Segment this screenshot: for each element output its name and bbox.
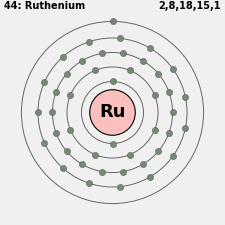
Text: 2,8,18,15,1: 2,8,18,15,1 (158, 1, 220, 11)
Text: 44: Ruthenium: 44: Ruthenium (4, 1, 86, 11)
Text: Ru: Ru (99, 104, 126, 122)
Circle shape (90, 90, 135, 135)
